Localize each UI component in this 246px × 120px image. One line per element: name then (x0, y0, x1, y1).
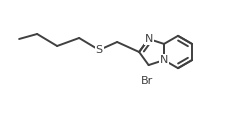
Text: N: N (144, 34, 153, 44)
Text: Br: Br (140, 76, 153, 86)
Text: N: N (160, 55, 168, 65)
Text: S: S (95, 45, 103, 55)
